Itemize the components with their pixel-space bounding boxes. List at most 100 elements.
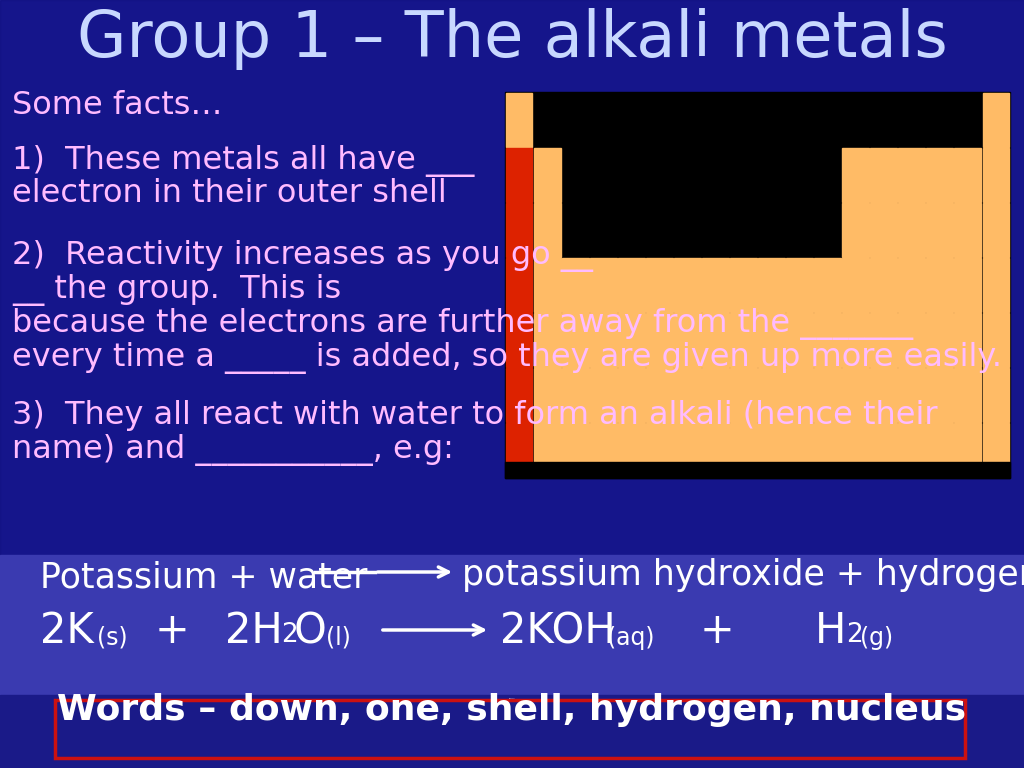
Bar bbox=[786, 313, 813, 367]
Bar bbox=[506, 369, 532, 422]
Bar bbox=[983, 258, 1010, 312]
Bar bbox=[702, 369, 729, 422]
Bar bbox=[870, 313, 897, 367]
Bar bbox=[590, 423, 616, 478]
Bar bbox=[870, 369, 897, 422]
Text: 2)  Reactivity increases as you go __: 2) Reactivity increases as you go __ bbox=[12, 240, 593, 272]
Bar bbox=[730, 313, 757, 367]
Text: name) and ___________, e.g:: name) and ___________, e.g: bbox=[12, 434, 454, 466]
Bar bbox=[927, 147, 953, 202]
Bar bbox=[954, 147, 981, 202]
Bar bbox=[843, 147, 869, 202]
Bar bbox=[870, 423, 897, 478]
Text: #1a1a88: #1a1a88 bbox=[509, 698, 515, 699]
Bar bbox=[55, 700, 965, 758]
Bar bbox=[898, 258, 926, 312]
Bar bbox=[758, 258, 785, 312]
Bar bbox=[590, 313, 616, 367]
Bar bbox=[814, 258, 841, 312]
Text: electron in their outer shell: electron in their outer shell bbox=[12, 178, 446, 209]
Bar bbox=[843, 423, 869, 478]
Text: __ the group.  This is: __ the group. This is bbox=[12, 274, 341, 306]
Text: 2H: 2H bbox=[225, 610, 283, 652]
Bar bbox=[954, 313, 981, 367]
Bar bbox=[534, 147, 560, 202]
Bar bbox=[534, 369, 560, 422]
Bar bbox=[590, 258, 616, 312]
Bar bbox=[786, 423, 813, 478]
Bar bbox=[927, 423, 953, 478]
Text: every time a _____ is added, so they are given up more easily.: every time a _____ is added, so they are… bbox=[12, 342, 1002, 374]
Bar bbox=[983, 147, 1010, 202]
Bar bbox=[534, 313, 560, 367]
Bar bbox=[617, 369, 645, 422]
Bar bbox=[506, 93, 532, 147]
Bar bbox=[983, 369, 1010, 422]
Bar bbox=[617, 258, 645, 312]
Bar bbox=[674, 258, 700, 312]
Bar bbox=[617, 423, 645, 478]
Bar bbox=[505, 462, 1010, 478]
Bar bbox=[674, 423, 700, 478]
Bar bbox=[843, 369, 869, 422]
Bar bbox=[786, 258, 813, 312]
Bar bbox=[983, 93, 1010, 147]
Bar bbox=[0, 695, 1024, 768]
Text: 1)  These metals all have ___: 1) These metals all have ___ bbox=[12, 145, 474, 177]
Bar bbox=[898, 313, 926, 367]
Bar bbox=[702, 423, 729, 478]
Bar bbox=[506, 147, 532, 202]
Bar bbox=[954, 369, 981, 422]
Bar bbox=[534, 258, 560, 312]
Bar bbox=[646, 313, 673, 367]
Bar bbox=[814, 423, 841, 478]
Bar bbox=[534, 203, 560, 257]
Text: potassium hydroxide + hydrogen: potassium hydroxide + hydrogen bbox=[462, 558, 1024, 592]
Bar bbox=[505, 92, 1010, 478]
Bar bbox=[646, 369, 673, 422]
Text: 2: 2 bbox=[846, 622, 863, 648]
Bar bbox=[674, 369, 700, 422]
Bar bbox=[786, 369, 813, 422]
Bar bbox=[983, 423, 1010, 478]
Text: Some facts…: Some facts… bbox=[12, 90, 222, 121]
Bar bbox=[814, 369, 841, 422]
Bar bbox=[898, 203, 926, 257]
Text: 2K: 2K bbox=[40, 610, 94, 652]
Text: H: H bbox=[815, 610, 847, 652]
Bar bbox=[898, 423, 926, 478]
Text: (s): (s) bbox=[97, 626, 128, 650]
Bar bbox=[927, 369, 953, 422]
Bar bbox=[983, 313, 1010, 367]
Bar bbox=[506, 258, 532, 312]
Bar bbox=[506, 423, 532, 478]
Text: (aq): (aq) bbox=[607, 626, 654, 650]
Bar bbox=[617, 313, 645, 367]
Bar bbox=[702, 258, 729, 312]
Bar bbox=[843, 203, 869, 257]
Text: Potassium + water: Potassium + water bbox=[40, 560, 368, 594]
Text: +: + bbox=[155, 610, 189, 652]
Bar bbox=[646, 423, 673, 478]
Bar bbox=[758, 313, 785, 367]
Bar bbox=[758, 423, 785, 478]
Bar bbox=[730, 423, 757, 478]
Bar bbox=[646, 258, 673, 312]
Bar bbox=[506, 203, 532, 257]
Text: 2KOH: 2KOH bbox=[500, 610, 615, 652]
Text: because the electrons are further away from the _______: because the electrons are further away f… bbox=[12, 308, 913, 340]
Text: 3)  They all react with water to form an alkali (hence their: 3) They all react with water to form an … bbox=[12, 400, 938, 431]
Text: 2: 2 bbox=[281, 622, 298, 648]
Bar bbox=[870, 147, 897, 202]
Text: (l): (l) bbox=[326, 626, 351, 650]
Bar bbox=[898, 369, 926, 422]
Text: +: + bbox=[700, 610, 735, 652]
Bar bbox=[758, 369, 785, 422]
Bar bbox=[562, 423, 589, 478]
Text: (g): (g) bbox=[860, 626, 893, 650]
Bar bbox=[954, 423, 981, 478]
Bar bbox=[506, 313, 532, 367]
Bar bbox=[927, 258, 953, 312]
Bar bbox=[702, 313, 729, 367]
Bar bbox=[730, 369, 757, 422]
